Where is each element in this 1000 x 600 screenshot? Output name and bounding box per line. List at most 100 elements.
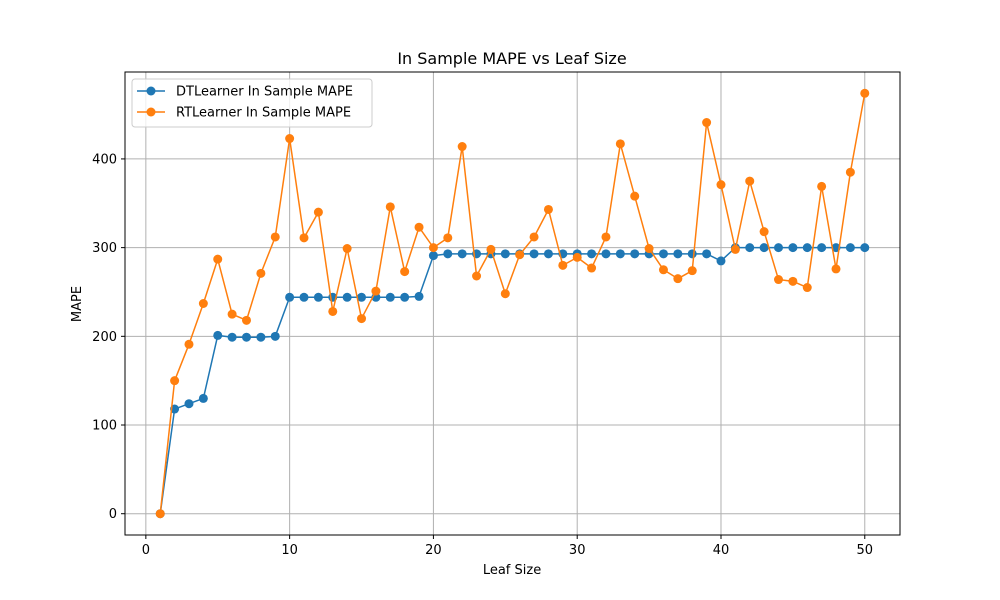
data-point bbox=[270, 331, 280, 341]
legend: DTLearner In Sample MAPE RTLearner In Sam… bbox=[131, 78, 373, 128]
data-point bbox=[198, 393, 208, 403]
data-point bbox=[500, 249, 510, 259]
data-point bbox=[400, 267, 410, 277]
data-point bbox=[615, 249, 625, 259]
data-point bbox=[371, 286, 381, 296]
x-tick-label: 10 bbox=[281, 543, 298, 558]
data-point bbox=[601, 249, 611, 259]
y-tick-label: 200 bbox=[92, 330, 117, 345]
data-point bbox=[299, 233, 309, 243]
data-point bbox=[774, 275, 784, 285]
x-axis-label: Leaf Size bbox=[483, 563, 541, 578]
data-point bbox=[213, 254, 223, 264]
data-point bbox=[428, 251, 438, 261]
y-tick-label: 400 bbox=[92, 152, 117, 167]
grid-lines bbox=[125, 72, 900, 535]
data-point bbox=[788, 276, 798, 286]
data-point bbox=[385, 292, 395, 302]
legend-entry: DTLearner In Sample MAPE bbox=[137, 85, 353, 100]
data-point bbox=[328, 306, 338, 316]
x-tick-label: 0 bbox=[142, 543, 150, 558]
legend-label: DTLearner In Sample MAPE bbox=[176, 85, 353, 100]
data-point bbox=[673, 274, 683, 284]
series-layer bbox=[155, 88, 870, 519]
data-point bbox=[357, 314, 367, 324]
data-point bbox=[587, 263, 597, 273]
data-point bbox=[630, 249, 640, 259]
data-point bbox=[486, 244, 496, 254]
plot-area-frame bbox=[124, 71, 901, 536]
data-point bbox=[644, 244, 654, 254]
data-point bbox=[860, 88, 870, 98]
data-point bbox=[443, 249, 453, 259]
x-axis-ticks: 0 10 20 30 40 50 bbox=[142, 535, 873, 558]
x-tick-label: 40 bbox=[713, 543, 730, 558]
data-point bbox=[774, 243, 784, 253]
data-point bbox=[601, 232, 611, 242]
data-point bbox=[357, 292, 367, 302]
y-tick-label: 0 bbox=[109, 507, 117, 522]
data-point bbox=[184, 399, 194, 409]
series-dtlearner bbox=[155, 243, 870, 519]
data-point bbox=[443, 233, 453, 243]
data-point bbox=[414, 291, 424, 301]
data-point bbox=[716, 180, 726, 190]
data-point bbox=[155, 509, 165, 519]
data-point bbox=[299, 292, 309, 302]
y-tick-label: 100 bbox=[92, 419, 117, 434]
data-point bbox=[385, 202, 395, 212]
data-point bbox=[687, 266, 697, 276]
x-tick-label: 30 bbox=[569, 543, 586, 558]
legend-box bbox=[131, 78, 373, 128]
data-point bbox=[572, 252, 582, 262]
data-point bbox=[802, 283, 812, 293]
data-point bbox=[716, 256, 726, 266]
data-point bbox=[414, 222, 424, 232]
data-point bbox=[256, 268, 266, 278]
data-point bbox=[457, 249, 467, 259]
y-tick-label: 300 bbox=[92, 241, 117, 256]
data-point bbox=[515, 250, 525, 260]
data-point bbox=[759, 227, 769, 237]
data-point bbox=[227, 332, 237, 342]
legend-marker bbox=[146, 86, 156, 96]
y-axis-label: MAPE bbox=[70, 286, 85, 322]
data-point bbox=[400, 292, 410, 302]
data-point bbox=[702, 249, 712, 259]
data-point bbox=[256, 332, 266, 342]
data-point bbox=[342, 292, 352, 302]
data-point bbox=[472, 271, 482, 281]
series-line bbox=[159, 246, 865, 514]
data-point bbox=[558, 260, 568, 270]
data-point bbox=[213, 330, 223, 340]
data-point bbox=[673, 249, 683, 259]
data-point bbox=[428, 243, 438, 253]
data-point bbox=[198, 299, 208, 308]
data-point bbox=[658, 249, 668, 259]
x-tick-label: 20 bbox=[425, 543, 442, 558]
data-point bbox=[730, 244, 740, 254]
data-point bbox=[615, 139, 625, 149]
data-point bbox=[227, 309, 237, 319]
data-point bbox=[788, 243, 798, 253]
data-point bbox=[860, 243, 870, 253]
data-point bbox=[285, 134, 295, 144]
data-point bbox=[817, 181, 827, 191]
data-point bbox=[687, 249, 697, 259]
data-point bbox=[529, 232, 539, 242]
data-point bbox=[658, 265, 668, 275]
series-line bbox=[159, 93, 866, 514]
data-point bbox=[702, 118, 712, 128]
data-point bbox=[342, 244, 352, 254]
data-point bbox=[587, 249, 597, 259]
data-point bbox=[285, 292, 295, 302]
chart-title: In Sample MAPE vs Leaf Size bbox=[397, 49, 626, 68]
data-point bbox=[745, 176, 755, 186]
data-point bbox=[845, 243, 855, 253]
data-point bbox=[802, 243, 812, 253]
data-point bbox=[500, 289, 510, 299]
data-point bbox=[270, 232, 280, 242]
data-point bbox=[759, 243, 769, 253]
data-point bbox=[457, 142, 467, 152]
